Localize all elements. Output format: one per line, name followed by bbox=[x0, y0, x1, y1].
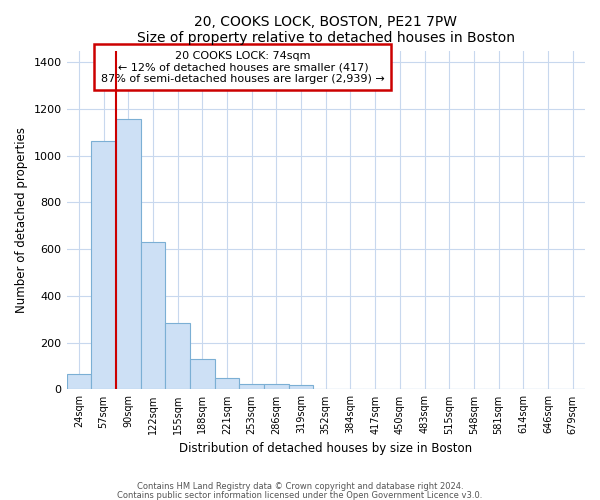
Y-axis label: Number of detached properties: Number of detached properties bbox=[15, 127, 28, 313]
Bar bbox=[215, 378, 239, 390]
Text: 20 COOKS LOCK: 74sqm
← 12% of detached houses are smaller (417)
87% of semi-deta: 20 COOKS LOCK: 74sqm ← 12% of detached h… bbox=[101, 50, 385, 84]
X-axis label: Distribution of detached houses by size in Boston: Distribution of detached houses by size … bbox=[179, 442, 472, 455]
Bar bbox=[67, 374, 91, 390]
Bar bbox=[239, 384, 264, 390]
Bar bbox=[165, 323, 190, 390]
Bar bbox=[140, 242, 165, 390]
Bar bbox=[91, 140, 116, 390]
Title: 20, COOKS LOCK, BOSTON, PE21 7PW
Size of property relative to detached houses in: 20, COOKS LOCK, BOSTON, PE21 7PW Size of… bbox=[137, 15, 515, 45]
Bar bbox=[116, 120, 140, 390]
Text: Contains public sector information licensed under the Open Government Licence v3: Contains public sector information licen… bbox=[118, 490, 482, 500]
Bar bbox=[190, 359, 215, 390]
Bar bbox=[264, 384, 289, 390]
Text: Contains HM Land Registry data © Crown copyright and database right 2024.: Contains HM Land Registry data © Crown c… bbox=[137, 482, 463, 491]
Bar bbox=[289, 385, 313, 390]
